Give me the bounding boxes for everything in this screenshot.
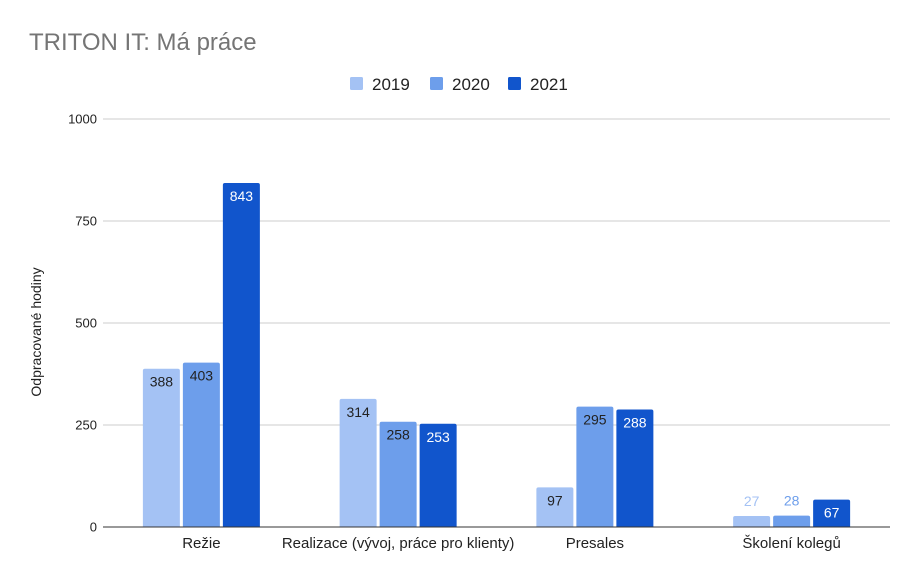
data-label: 27 [744, 493, 760, 509]
data-label: 253 [426, 429, 450, 445]
category-label: Presales [566, 535, 624, 552]
bar[interactable] [182, 362, 220, 527]
legend-item[interactable]: 2021 [508, 75, 568, 94]
data-label: 288 [623, 414, 647, 430]
bar[interactable] [616, 409, 654, 527]
data-label: 295 [583, 412, 607, 428]
y-axis-label: Odpracované hodiny [28, 267, 44, 396]
bar[interactable] [576, 406, 614, 527]
legend-item[interactable]: 2019 [350, 75, 410, 94]
legend-swatch [508, 77, 521, 90]
y-tick-label: 250 [75, 418, 97, 433]
data-label: 67 [824, 505, 840, 521]
x-axis-categories: Režie Realizace (vývoj, práce pro klienty… [182, 535, 841, 552]
bars [142, 183, 851, 527]
y-tick-label: 0 [90, 520, 97, 535]
category-label: Režie [182, 535, 220, 552]
bar[interactable] [142, 368, 180, 527]
legend-label: 2021 [530, 75, 568, 94]
data-label: 403 [190, 368, 214, 384]
bar[interactable] [733, 515, 771, 527]
data-label: 388 [150, 374, 174, 390]
bar[interactable] [379, 421, 417, 527]
legend-label: 2019 [372, 75, 410, 94]
y-axis-ticks: 0 250 500 750 1000 [68, 112, 97, 535]
bar[interactable] [773, 515, 811, 527]
y-tick-label: 500 [75, 316, 97, 331]
legend-item[interactable]: 2020 [430, 75, 490, 94]
legend-label: 2020 [452, 75, 490, 94]
bar[interactable] [339, 398, 377, 527]
data-labels: 388 403 843 314 258 253 97 295 288 27 28 67 [150, 188, 840, 521]
data-label: 258 [386, 427, 410, 443]
bar[interactable] [536, 487, 574, 527]
bar[interactable] [222, 183, 260, 527]
data-label: 314 [346, 404, 370, 420]
legend[interactable]: 2019 2020 2021 [350, 75, 568, 94]
category-label: Realizace (vývoj, práce pro klienty) [282, 535, 515, 552]
bar[interactable] [419, 423, 457, 527]
y-tick-label: 750 [75, 214, 97, 229]
data-label: 843 [230, 188, 254, 204]
chart-title: TRITON IT: Má práce [29, 29, 257, 56]
category-label: Školení kolegů [742, 535, 840, 552]
data-label: 28 [784, 493, 800, 509]
gridlines [103, 118, 890, 426]
bar[interactable] [813, 499, 851, 527]
legend-swatch [430, 77, 443, 90]
data-label: 97 [547, 492, 563, 508]
legend-swatch [350, 77, 363, 90]
y-tick-label: 1000 [68, 112, 97, 127]
